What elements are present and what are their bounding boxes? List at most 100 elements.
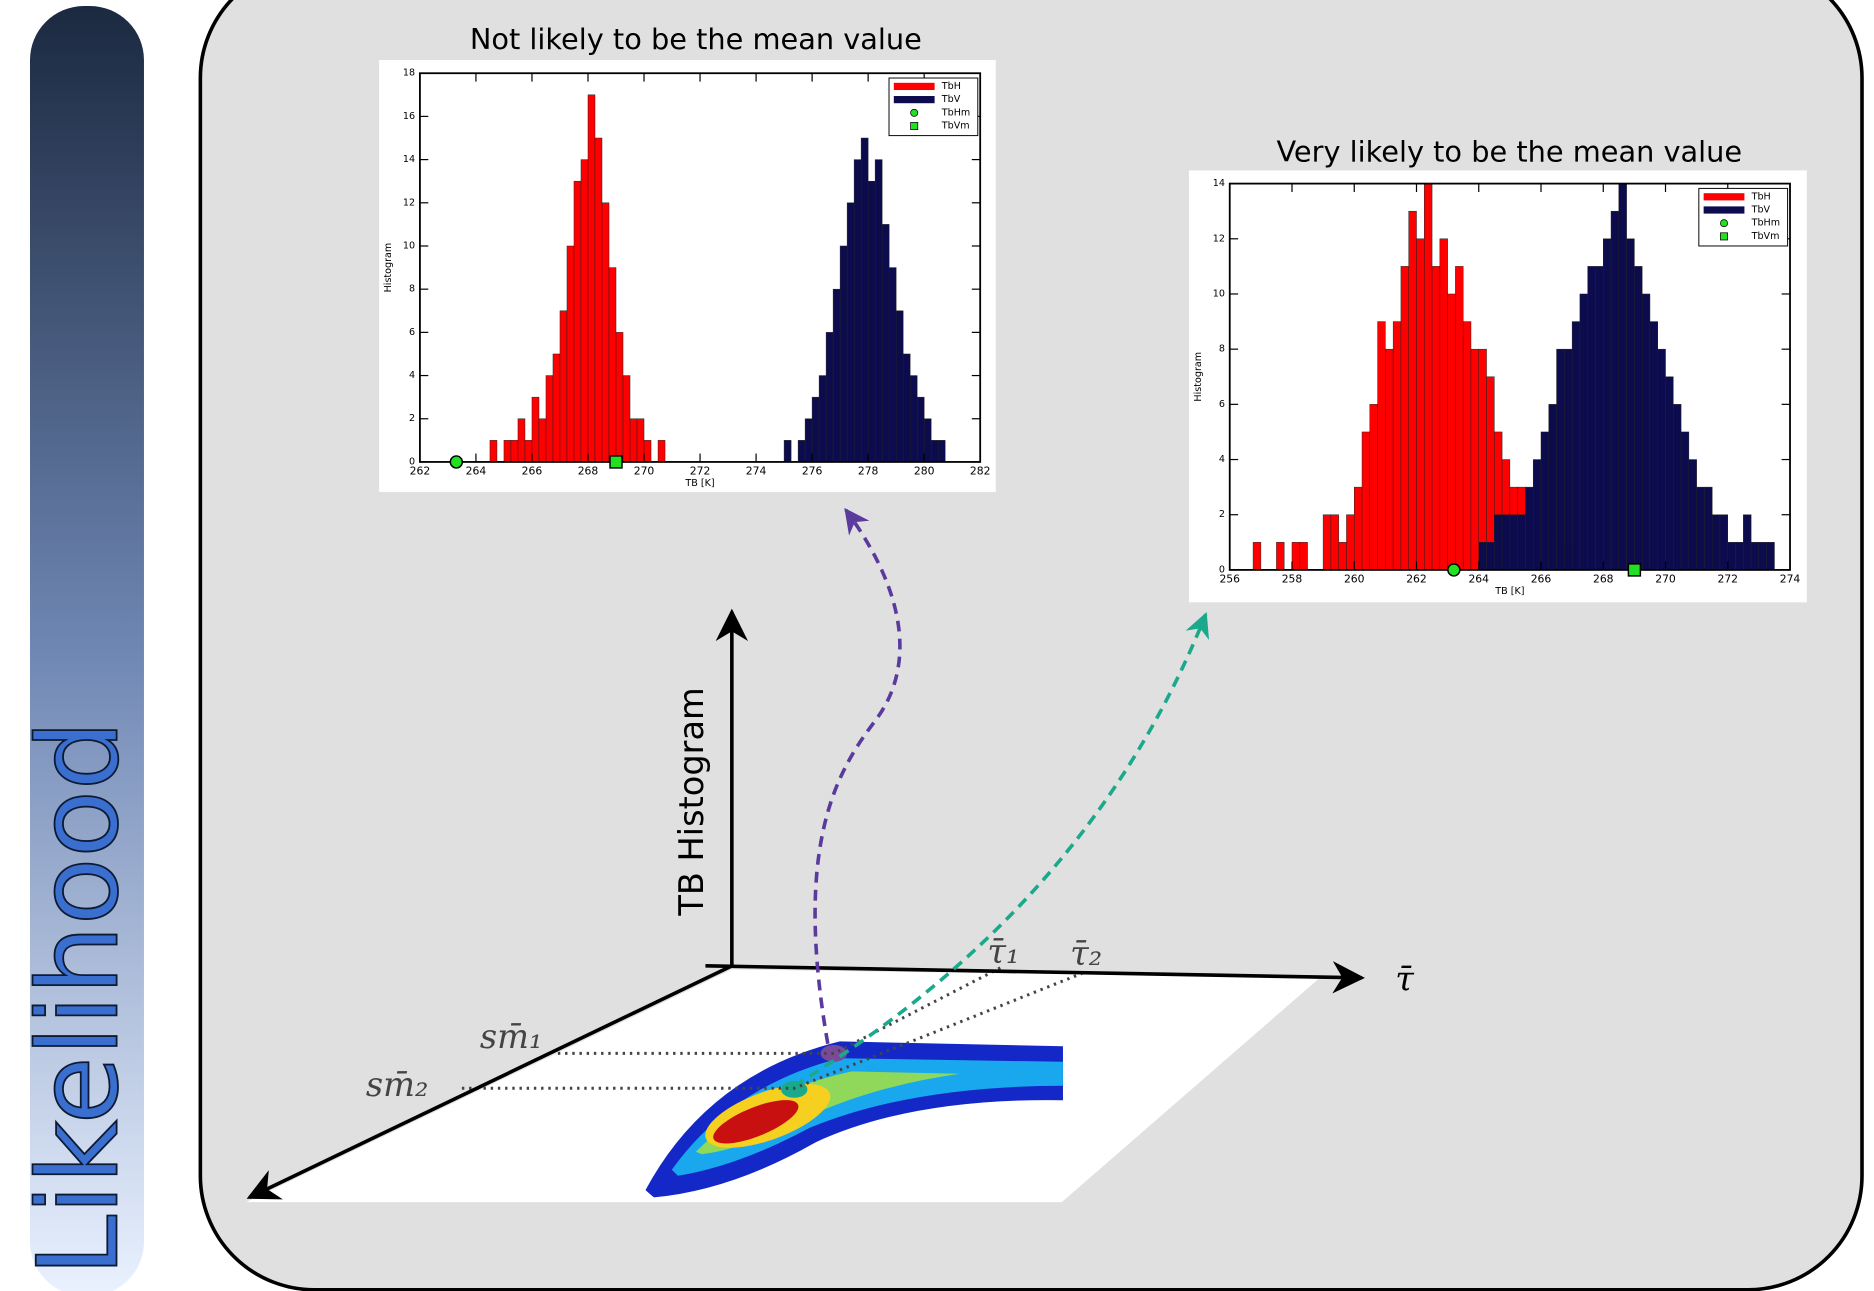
x-tick-label: 272 [1717, 573, 1738, 586]
histogram-bar [1618, 183, 1627, 571]
legend-label: TbVm [1751, 231, 1780, 242]
histogram-bar [1571, 321, 1581, 571]
histogram-bar [1595, 266, 1604, 571]
x-axis-label: TB [K] [1494, 586, 1524, 597]
x-tick-label: 262 [1406, 573, 1427, 586]
histogram-bar [846, 202, 855, 463]
legend-marker [910, 108, 919, 117]
y-tick-label: 2 [1219, 509, 1225, 520]
histogram-bar [1579, 293, 1588, 571]
histogram-bar [867, 180, 876, 463]
histogram-bar [1532, 459, 1542, 571]
legend-label: TbHm [1751, 218, 1780, 229]
histogram-bar [510, 440, 519, 463]
y-tick-label: 12 [403, 197, 415, 208]
histogram-bar [1478, 348, 1487, 571]
y-tick-label: 18 [403, 68, 415, 79]
histogram-bar [1385, 348, 1394, 571]
histogram-bar [1338, 542, 1347, 571]
histogram-bar [1750, 542, 1760, 571]
x-tick-label: 268 [1593, 573, 1614, 586]
histogram-bar [825, 332, 834, 463]
histogram-bar [1400, 266, 1409, 571]
tau-1: τ̄₁ [987, 932, 1019, 971]
y-axis-label: Histogram [383, 243, 394, 293]
sm-1: sm̄₁ [480, 1017, 543, 1056]
histogram-bar [601, 202, 610, 463]
histogram-bar [1276, 542, 1285, 571]
histogram-bar [608, 267, 617, 463]
x-tick-label: 268 [578, 465, 599, 478]
x-tick-label: 270 [634, 465, 655, 478]
histogram-bar [1587, 266, 1596, 571]
histogram-bar [881, 224, 890, 463]
histogram-bar [1711, 514, 1721, 571]
histogram-bar [1431, 266, 1441, 571]
legend-swatch [1703, 193, 1745, 201]
mean-marker [1447, 563, 1461, 577]
axes-3d [246, 608, 1365, 1200]
guide-lines [461, 965, 1087, 1090]
histogram-bar [566, 245, 575, 463]
x-tick-label: 272 [690, 465, 711, 478]
histogram-bar [1680, 431, 1690, 571]
mean-marker [609, 455, 623, 469]
histogram-bar [594, 137, 603, 463]
y-tick-label: 6 [409, 327, 415, 338]
x-tick-label: 258 [1282, 573, 1303, 586]
plot-frame [1228, 182, 1791, 571]
y-tick-label: 16 [403, 111, 415, 122]
histogram-bar [503, 440, 512, 463]
histogram-bar [1657, 348, 1666, 571]
histogram-bar [573, 180, 582, 463]
y-tick-label: 12 [1213, 233, 1225, 244]
y-tick-label: 10 [1213, 288, 1225, 299]
histogram-bar [1299, 542, 1308, 571]
histogram-bar [1735, 542, 1744, 571]
legend-swatch [893, 82, 935, 91]
x-tick-label: 280 [914, 465, 935, 478]
x-tick-label: 264 [466, 465, 487, 478]
y-tick-label: 6 [1219, 399, 1225, 410]
histogram-bar [1719, 514, 1729, 571]
legend-label: TbHm [941, 107, 970, 118]
y-tick-label: 0 [1219, 564, 1225, 575]
x-tick-label: 282 [970, 465, 991, 478]
histogram-bar [1408, 210, 1417, 571]
histogram-bar [1509, 514, 1518, 571]
x-tick-label: 260 [1344, 573, 1365, 586]
histogram-bar [1743, 514, 1752, 571]
histogram-bar [524, 440, 533, 463]
histogram-bar [1346, 514, 1355, 571]
histogram-bar [923, 418, 932, 463]
histogram-bar [1634, 266, 1643, 571]
chart-title: Very likely to be the mean value [1276, 135, 1742, 169]
y-tick-label: 10 [403, 240, 415, 251]
histogram-bar [804, 418, 813, 463]
histogram-bar [1377, 321, 1386, 571]
histogram-bar [1392, 321, 1402, 571]
histogram-bar [1610, 210, 1620, 571]
histogram-bar [1322, 514, 1332, 571]
histogram-bar [1626, 238, 1635, 571]
histogram-bar [1291, 542, 1301, 571]
histogram-bar [818, 375, 827, 463]
x-tick-label: 274 [1780, 573, 1801, 586]
histogram-bar [1641, 293, 1651, 571]
histogram-bar [1486, 542, 1495, 571]
histogram-bar [909, 375, 918, 463]
histogram-bar [1424, 183, 1433, 571]
histogram-bar [1517, 514, 1526, 571]
histogram-bar [930, 440, 939, 463]
histogram-bar [1369, 404, 1378, 571]
density-blob [645, 1041, 1063, 1198]
legend-marker [1720, 219, 1728, 228]
histogram-bar [1704, 486, 1713, 571]
histogram-bar [1439, 238, 1448, 571]
histogram-bar [1540, 431, 1550, 571]
x-tick-label: 262 [410, 465, 431, 478]
histogram-bar [916, 396, 925, 463]
legend-label: TbH [1751, 191, 1771, 202]
mean-marker [449, 455, 464, 469]
